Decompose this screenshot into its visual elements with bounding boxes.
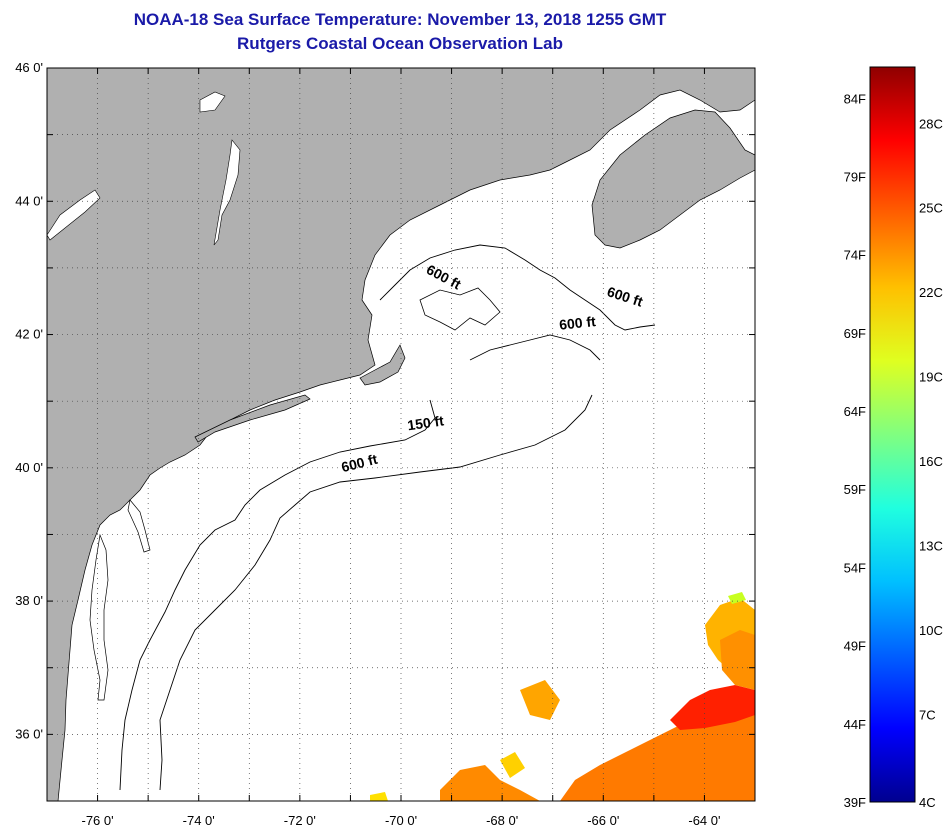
land-mainland: [47, 68, 755, 801]
lon-label: -72 0': [284, 813, 316, 828]
map-area: [47, 68, 755, 801]
lat-label: 40 0': [15, 460, 43, 475]
colorbar-f-label: 54F: [844, 560, 866, 575]
colorbar-celsius-labels: 28C 25C 22C 19C 16C 13C 10C 7C 4C: [919, 116, 943, 810]
lat-axis-labels: 46 0' 44 0' 42 0' 40 0' 38 0' 36 0': [15, 60, 43, 741]
contour-label: 150 ft: [406, 412, 445, 433]
lon-label: -68 0': [486, 813, 518, 828]
lat-label: 44 0': [15, 193, 43, 208]
land-nova-scotia: [591, 109, 755, 249]
colorbar-f-label: 59F: [844, 482, 866, 497]
land-long-island: [194, 394, 311, 443]
sst-hot-core: [670, 685, 755, 730]
lon-label: -70 0': [385, 813, 417, 828]
lon-label: -74 0': [183, 813, 215, 828]
contour-600ft-georges: [469, 334, 601, 361]
sst-orange-mid: [720, 630, 755, 690]
colorbar-fahrenheit-labels: 84F 79F 74F 69F 64F 59F 54F 49F 44F 39F: [844, 91, 866, 810]
land-cape-cod: [359, 344, 406, 386]
colorbar-c-label: 22C: [919, 285, 943, 300]
lat-label: 42 0': [15, 327, 43, 342]
lake-ontario: [47, 189, 101, 241]
map-subtitle: Rutgers Coastal Ocean Observation Lab: [237, 34, 563, 53]
colorbar-f-label: 79F: [844, 169, 866, 184]
chesapeake-bay: [89, 533, 109, 701]
colorbar-f-label: 44F: [844, 717, 866, 732]
colorbar-c-label: 16C: [919, 454, 943, 469]
sst-scatter-1: [520, 680, 560, 720]
colorbar-f-label: 49F: [844, 639, 866, 654]
colorbar-c-label: 7C: [919, 707, 936, 722]
lake-moosehead: [199, 91, 226, 113]
colorbar-c-label: 19C: [919, 370, 943, 385]
temperature-colorbar: [869, 66, 916, 803]
colorbar-c-label: 10C: [919, 623, 943, 638]
contour-label: 600 ft: [558, 313, 596, 333]
sst-scatter-4: [370, 792, 388, 801]
map-title: NOAA-18 Sea Surface Temperature: Novembe…: [133, 10, 667, 29]
contour-600ft-gom: [379, 244, 656, 331]
colorbar-f-label: 74F: [844, 248, 866, 263]
colorbar-c-label: 28C: [919, 116, 943, 131]
lat-label: 46 0': [15, 60, 43, 75]
colorbar-f-label: 84F: [844, 91, 866, 106]
lat-lon-grid: [47, 68, 755, 801]
lake-champlain: [213, 139, 241, 246]
lon-label: -64 0': [688, 813, 720, 828]
lon-label: -76 0': [82, 813, 114, 828]
colorbar-c-label: 13C: [919, 539, 943, 554]
axis-ticks: [46, 67, 756, 802]
contour-600ft-shelf: [159, 394, 593, 791]
lon-label: -66 0': [587, 813, 619, 828]
lat-label: 36 0': [15, 726, 43, 741]
contour-150ft-shelf: [119, 399, 436, 791]
colorbar-c-label: 4C: [919, 795, 936, 810]
sst-scatter-2: [440, 765, 540, 801]
colorbar-c-label: 25C: [919, 201, 943, 216]
lon-axis-labels: -76 0' -74 0' -72 0' -70 0' -68 0' -66 0' -64 …: [82, 813, 721, 828]
sst-scatter-3: [500, 752, 525, 778]
colorbar-f-label: 64F: [844, 404, 866, 419]
colorbar-f-label: 69F: [844, 326, 866, 341]
delaware-bay: [127, 499, 151, 553]
lat-label: 38 0': [15, 593, 43, 608]
contour-gom-inner: [419, 287, 501, 331]
colorbar-f-label: 39F: [844, 795, 866, 810]
